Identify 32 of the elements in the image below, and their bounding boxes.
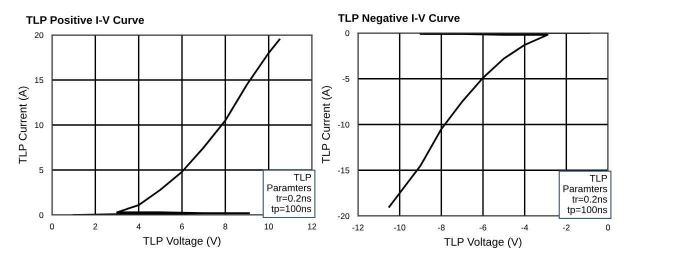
x-tick-label: 8	[223, 224, 228, 230]
annotation: TLP Paramters tr=0.2ns tp=100ns	[563, 174, 608, 216]
chart-title: TLP Positive I-V Curve	[26, 16, 144, 24]
y-tick-label: 0	[39, 212, 44, 218]
x-tick-label: 0	[50, 224, 54, 230]
chart-title: TLP Negative I-V Curve	[338, 14, 460, 24]
x-axis-title: TLP Voltage (V)	[143, 236, 220, 248]
y-tick-label: 10	[35, 122, 44, 128]
y-tick-label: 5	[39, 167, 44, 174]
y-tick-label: -20	[338, 213, 350, 220]
annotation: TLP Paramters tr=0.2ns tp=100ns	[267, 174, 312, 214]
y-axis-title: TLP Current (A)	[18, 86, 29, 164]
x-tick-label: 4	[136, 224, 141, 230]
x-tick-label: -8	[438, 224, 445, 230]
x-axis-title: TLP Voltage (V)	[444, 238, 522, 248]
x-tick-label: -6	[480, 224, 486, 230]
x-tick-label: -12	[352, 224, 364, 230]
x-tick-label: -10	[394, 224, 406, 230]
x-tick-label: 2	[93, 224, 98, 230]
y-tick-label: -15	[338, 168, 350, 174]
x-tick-label: 6	[180, 224, 184, 230]
x-tick-label: -4	[521, 224, 528, 230]
x-tick-label: 12	[308, 224, 316, 230]
y-axis-title: TLP Current (A)	[322, 86, 332, 164]
x-tick-label: -2	[563, 224, 570, 230]
y-tick-label: 0	[345, 30, 350, 36]
y-tick-label: -5	[342, 76, 350, 82]
y-tick-label: -10	[338, 122, 350, 128]
y-tick-label: 15	[35, 77, 44, 84]
x-tick-label: 10	[264, 224, 273, 230]
x-tick-label: 0	[606, 224, 610, 230]
y-tick-label: 20	[34, 32, 44, 38]
